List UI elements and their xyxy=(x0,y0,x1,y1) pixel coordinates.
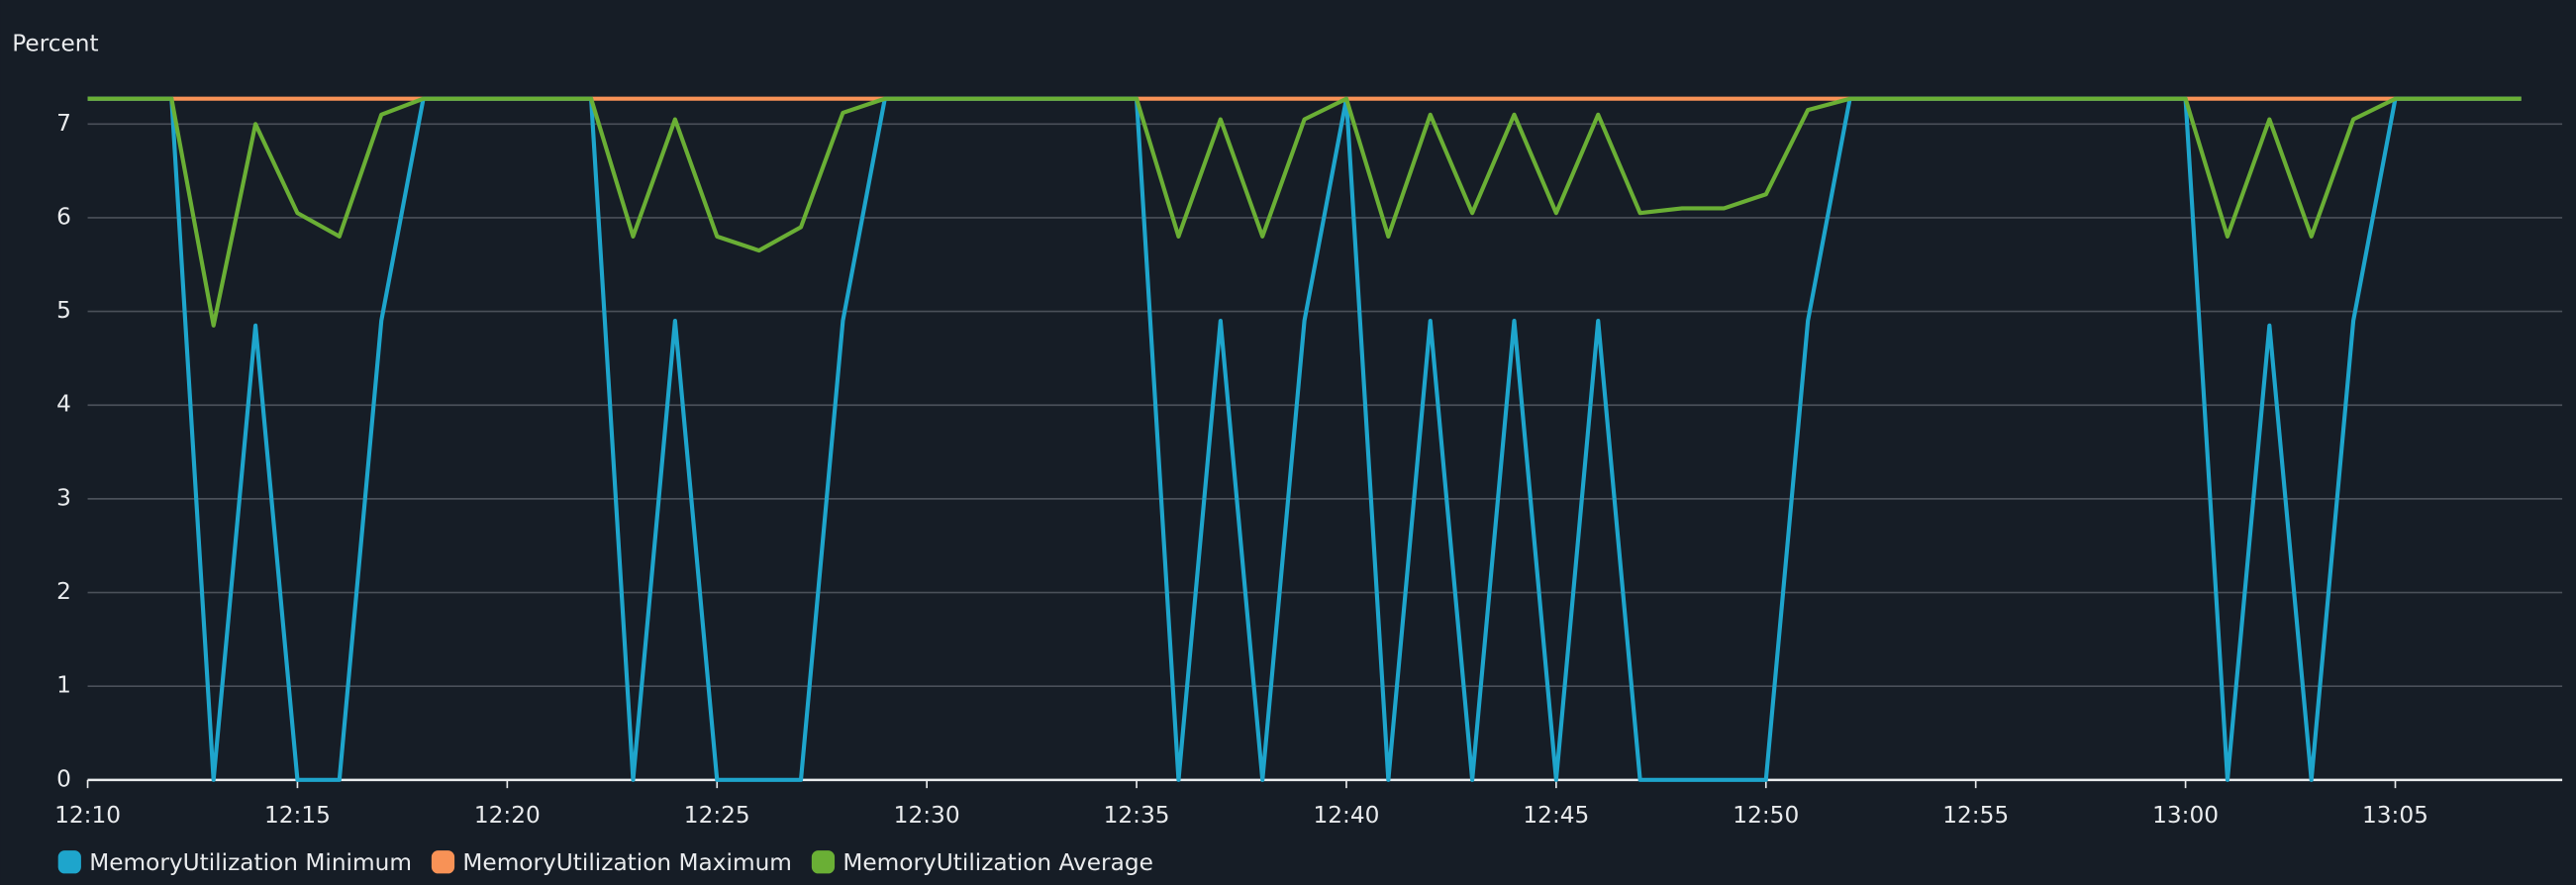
x-tick-label: 12:10 xyxy=(54,802,121,829)
y-tick-label: 5 xyxy=(56,297,71,324)
y-tick-label: 7 xyxy=(56,110,71,137)
y-tick-label: 3 xyxy=(56,484,71,511)
y-tick-label: 2 xyxy=(56,578,71,605)
y-tick-label: 0 xyxy=(56,765,71,792)
y-axis-label: Percent xyxy=(12,30,98,56)
x-tick-label: 12:45 xyxy=(1523,802,1589,829)
y-tick-label: 4 xyxy=(56,391,71,418)
legend-item: MemoryUtilization Maximum xyxy=(431,849,792,876)
series-line xyxy=(87,96,2522,328)
x-tick-label: 12:25 xyxy=(684,802,750,829)
x-tick-label: 13:05 xyxy=(2362,802,2428,829)
x-tick-label: 13:00 xyxy=(2152,802,2219,829)
x-tick-label: 12:15 xyxy=(264,802,331,829)
x-tick-label: 12:55 xyxy=(1942,802,2009,829)
legend: MemoryUtilization Minimum MemoryUtilizati… xyxy=(57,849,1153,876)
x-tick-label: 12:30 xyxy=(894,802,960,829)
legend-swatch xyxy=(811,850,836,874)
legend-swatch xyxy=(57,850,81,874)
x-tick-label: 12:50 xyxy=(1733,802,1799,829)
legend-label: MemoryUtilization Maximum xyxy=(462,849,792,876)
legend-label: MemoryUtilization Average xyxy=(842,849,1152,876)
x-tick-label: 12:35 xyxy=(1104,802,1170,829)
x-tick-label: 12:40 xyxy=(1314,802,1380,829)
x-tick-label: 12:20 xyxy=(474,802,541,829)
legend-swatch xyxy=(431,850,455,874)
y-tick-label: 1 xyxy=(56,672,71,699)
legend-item: MemoryUtilization Average xyxy=(811,849,1153,876)
y-tick-label: 6 xyxy=(56,203,71,230)
legend-label: MemoryUtilization Minimum xyxy=(89,849,412,876)
legend-item: MemoryUtilization Minimum xyxy=(57,849,412,876)
